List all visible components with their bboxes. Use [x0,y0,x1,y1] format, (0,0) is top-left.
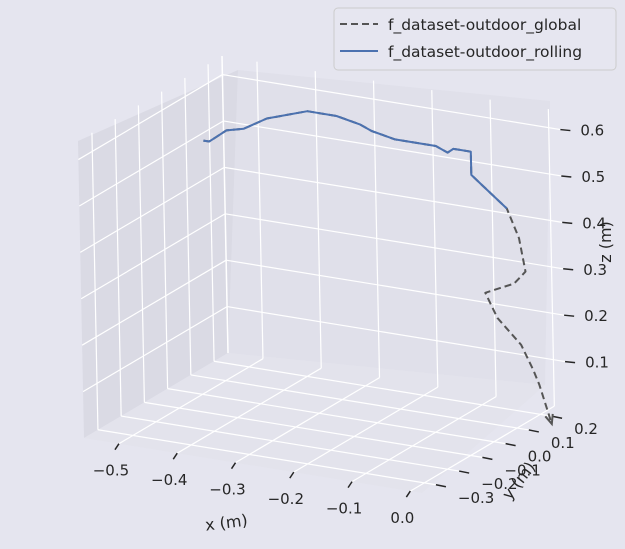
grid-line-y-left [137,105,145,403]
tick-labels: −0.5−0.4−0.3−0.2−0.10.0−0.3−0.2−0.10.00.… [93,122,609,528]
y-tick-label: −0.3 [458,489,494,507]
series-end-marker [544,413,554,427]
grid-line-x-back [314,71,322,369]
series-line-1 [203,110,508,210]
grid-line-y-left [91,132,99,430]
grid-line-y-floor [97,429,437,486]
grid-lines [78,61,566,492]
z-tick-mark [561,175,572,178]
z-tick-mark [562,221,573,225]
grid-line-z-left [79,120,224,207]
grid-line-y-floor [144,401,483,458]
grid-line-x-floor [410,405,555,492]
y-tick-label: 0.2 [574,420,598,438]
x-tick-mark [230,462,237,470]
y-tick-mark [505,442,516,447]
grid-line-y-left [161,91,169,389]
grid-line-z-back [223,120,562,177]
grid-line-z-left [81,259,227,346]
tick-marks [114,128,576,498]
grid-line-x-floor [176,367,322,454]
pane-edges [221,55,229,354]
legend-label-rolling: f_dataset-outdoor_rolling [388,43,582,62]
grid-line-z-back [226,306,566,363]
x-tick-mark [347,481,353,489]
y-tick-mark [435,484,447,488]
grid-line-z-back [224,166,563,223]
z-tick-mark [560,128,571,132]
x-tick-mark [172,452,178,460]
grid-line-x-back [489,99,497,397]
grid-line-x-floor [118,358,264,445]
legend-label-global: f_dataset-outdoor_global [388,16,581,35]
z-tick-label: 0.2 [584,307,608,325]
x-tick-mark [405,490,411,498]
back-wall-pane [228,70,550,385]
grid-line-z-left [79,166,225,253]
grid-line-x-floor [293,386,439,473]
z-tick-label: 0.1 [585,354,609,372]
grid-line-x-back [547,109,555,407]
y-tick-label: −0.1 [504,461,540,479]
grid-line-z-back [222,73,561,131]
grid-line-x-back [256,61,264,359]
grid-line-y-left [184,77,192,375]
grid-line-z-left [82,306,228,393]
grid-line-y-left [207,64,215,362]
grid-line-x-back [431,90,439,388]
legend: f_dataset-outdoor_global f_dataset-outdo… [333,7,617,71]
z-axis-label: z (m) [596,221,615,263]
z-tick-mark [563,268,574,271]
grid-line-x-floor [235,377,380,464]
y-tick-label: 0.1 [551,434,575,452]
y-tick-label: −0.2 [481,475,517,493]
y-tick-mark [528,429,539,433]
series-lines [203,110,554,427]
grid-line-x-floor [351,396,497,483]
grid-line-x-back [372,80,381,378]
grid-line-z-back [225,213,564,270]
y-tick-label: 0.0 [528,448,552,466]
floor-pane [84,353,545,493]
grid-line-y-floor [167,388,506,445]
grid-line-z-left [80,213,226,300]
y-tick-mark [459,470,470,474]
z-tick-label: 0.4 [582,214,606,232]
z-tick-mark [564,314,575,317]
z-tick-label: 0.5 [581,168,605,186]
z-tick-label: 0.3 [583,261,607,279]
grid-line-y-left [114,119,122,417]
y-tick-mark [551,415,563,419]
legend-frame [333,7,617,71]
grid-line-z-back [226,259,565,316]
pane-edge [221,55,229,354]
y-tick-mark [482,456,493,461]
z-tick-label: 0.6 [580,122,604,140]
x-tick-mark [114,443,120,451]
x-tick-label: −0.1 [326,500,362,518]
x-tick-mark [289,471,295,479]
grid-line-y-floor [190,374,529,431]
x-tick-label: 0.0 [390,509,414,527]
grid-line-y-floor [213,360,553,417]
x-tick-label: −0.2 [268,490,304,508]
z-tick-mark [564,360,576,364]
x-tick-label: −0.4 [151,471,187,489]
x-tick-label: −0.5 [93,462,129,480]
grid-line-y-floor [121,415,460,472]
grid-line-z-left [78,74,223,161]
x-tick-label: −0.3 [209,481,245,499]
